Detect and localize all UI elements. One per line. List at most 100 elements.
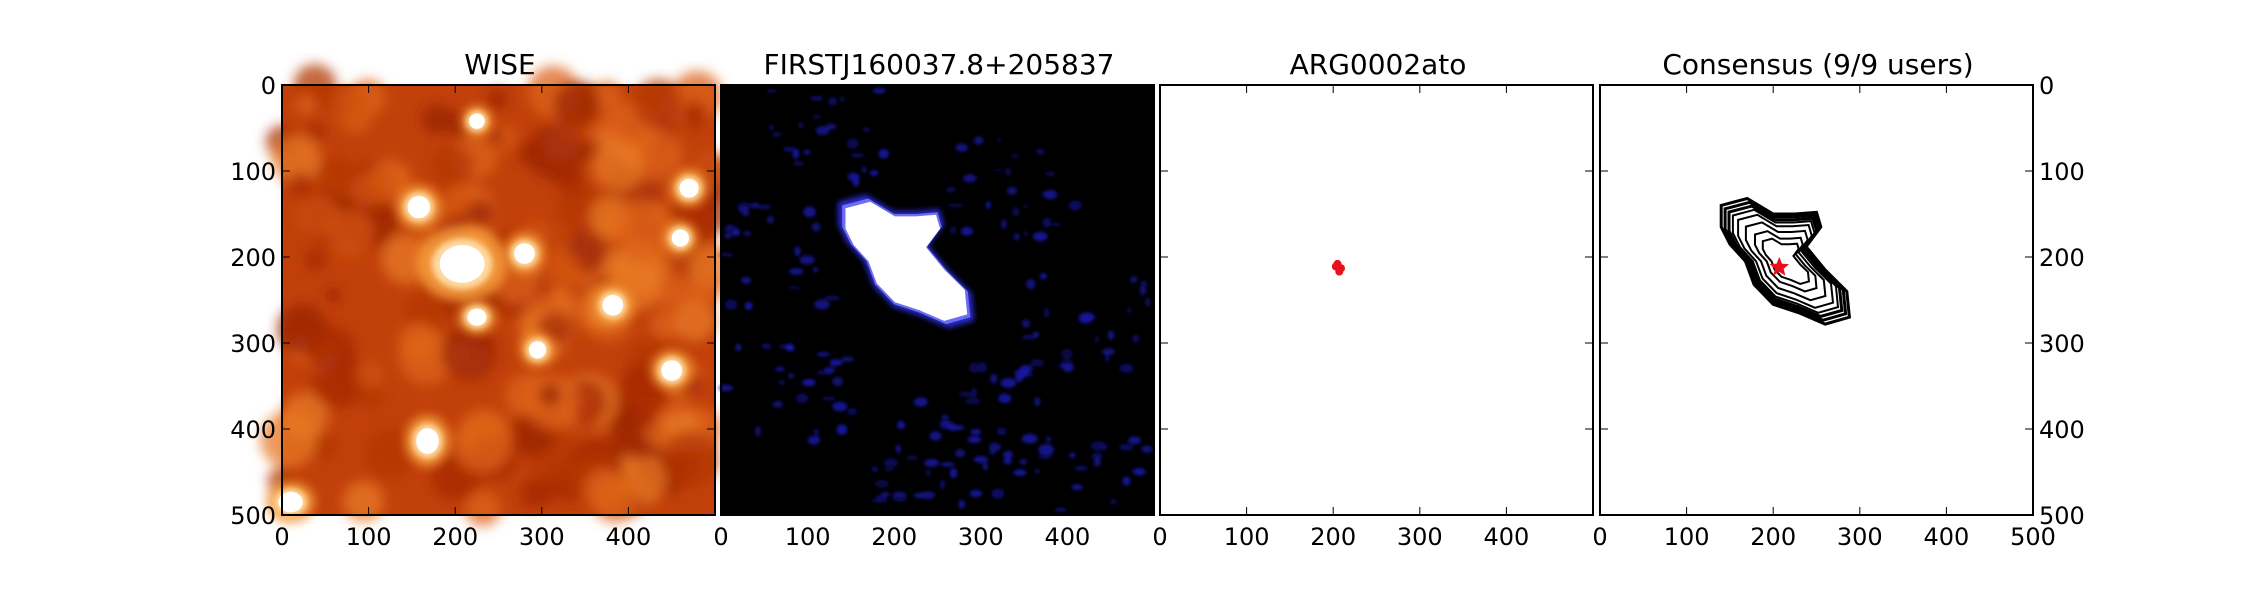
contour-line <box>1744 221 1827 302</box>
x-tick-label: 100 <box>1224 523 1270 551</box>
noise-speck <box>832 401 848 412</box>
y-tick-label: 300 <box>230 330 276 358</box>
panel-consensus: Consensus (9/9 users) 0 100 200 300 400 500 0 1… <box>1592 48 2084 551</box>
texture-blob <box>343 481 384 522</box>
noise-speck <box>1139 285 1147 296</box>
noise-speck <box>1021 335 1036 340</box>
texture-blob <box>614 199 675 260</box>
contour-line <box>1723 200 1848 322</box>
noise-speck <box>741 276 752 285</box>
noise-speck <box>788 372 794 379</box>
x-tick-label: 200 <box>432 523 478 551</box>
noise-speck <box>939 479 946 490</box>
texture-blob <box>592 138 645 191</box>
noise-speck <box>792 148 800 160</box>
noise-speck <box>778 380 785 385</box>
noise-speck <box>1001 219 1007 229</box>
panel-wise: WISE 0 100 200 300 400 0 100 200 300 400 500 <box>230 48 736 551</box>
noise-speck <box>982 462 989 471</box>
noise-speck <box>965 398 981 405</box>
sources <box>266 105 709 523</box>
noise-speck <box>772 401 783 408</box>
texture-blob <box>572 402 601 432</box>
noise-speck <box>991 488 1005 499</box>
texture-blob <box>583 467 625 510</box>
noise-speck <box>1000 378 1017 388</box>
x-tick-label: 200 <box>1750 523 1796 551</box>
noise-speck <box>1038 444 1054 455</box>
noise-speck <box>913 492 924 499</box>
y-tick-label: 400 <box>2039 416 2085 444</box>
panel-title: WISE <box>464 48 535 81</box>
noise-speck <box>1009 153 1021 158</box>
texture-blob <box>542 250 582 291</box>
noise-speck <box>919 491 936 500</box>
noise-speck <box>1040 273 1047 280</box>
noise-speck <box>1046 436 1051 443</box>
noise-speck <box>905 455 919 461</box>
source-core <box>514 243 535 264</box>
texture-blob <box>327 209 375 257</box>
source-core <box>528 341 547 359</box>
noise-speck <box>996 137 1002 142</box>
noise-speck <box>1068 200 1082 211</box>
noise-speck <box>766 215 774 224</box>
noise-speck <box>1133 467 1146 476</box>
noise-speck <box>1004 167 1012 176</box>
noise <box>718 87 1153 512</box>
noise-speck <box>861 166 867 173</box>
noise-speck <box>1019 458 1027 465</box>
noise-speck <box>1006 186 1018 195</box>
noise-speck <box>1040 191 1052 196</box>
noise-speck <box>1107 330 1115 341</box>
noise-speck <box>743 231 752 236</box>
x-tick-label: 100 <box>346 523 392 551</box>
x-tick-label: 400 <box>1044 523 1090 551</box>
noise-speck <box>1122 476 1131 486</box>
noise-speck <box>970 428 982 435</box>
noise-speck <box>1022 319 1031 328</box>
source-core <box>407 195 431 219</box>
noise-speck <box>1095 336 1100 343</box>
noise-speck <box>1022 204 1029 208</box>
panel-user: ARG0002ato 0 100 200 300 400 <box>1152 48 1594 551</box>
panel-title: FIRSTJ160037.8+205837 <box>764 48 1115 81</box>
x-tick-label: 100 <box>1664 523 1710 551</box>
plot-frame <box>281 84 716 516</box>
texture-blob <box>311 432 340 461</box>
noise-speck <box>973 456 989 463</box>
noise-speck <box>1003 458 1012 465</box>
noise-speck <box>813 267 819 273</box>
source-core <box>661 360 683 381</box>
x-tick-label: 200 <box>1310 523 1356 551</box>
panel-title: Consensus (9/9 users) <box>1662 48 1973 81</box>
noise-speck <box>1038 452 1053 460</box>
texture-blob <box>693 275 722 305</box>
consensus-marks <box>1719 196 1852 326</box>
x-tick-label: 300 <box>1397 523 1443 551</box>
noise-speck <box>825 123 837 130</box>
x-tick-label: 400 <box>1923 523 1969 551</box>
noise-speck <box>924 458 940 468</box>
noise-speck <box>1126 308 1132 313</box>
noise-speck <box>724 232 732 239</box>
noise-speck <box>836 424 848 436</box>
noise-speck <box>787 286 801 290</box>
noise-speck <box>1045 172 1056 176</box>
x-tick-label: 0 <box>1592 523 1607 551</box>
texture-blob <box>356 361 383 389</box>
texture-blob <box>306 121 327 142</box>
noise-speck <box>989 450 995 455</box>
texture-blob <box>644 422 670 448</box>
axes: 0 100 200 300 400 <box>713 84 1154 551</box>
noise-speck <box>724 299 738 310</box>
texture-blob <box>452 413 512 473</box>
texture-blob <box>487 88 509 110</box>
x-tick-label: 100 <box>785 523 831 551</box>
noise-speck <box>973 136 984 145</box>
noise-speck <box>847 408 857 416</box>
panel-title: ARG0002ato <box>1290 48 1467 81</box>
noise-speck <box>955 448 966 458</box>
noise-speck <box>947 424 960 431</box>
